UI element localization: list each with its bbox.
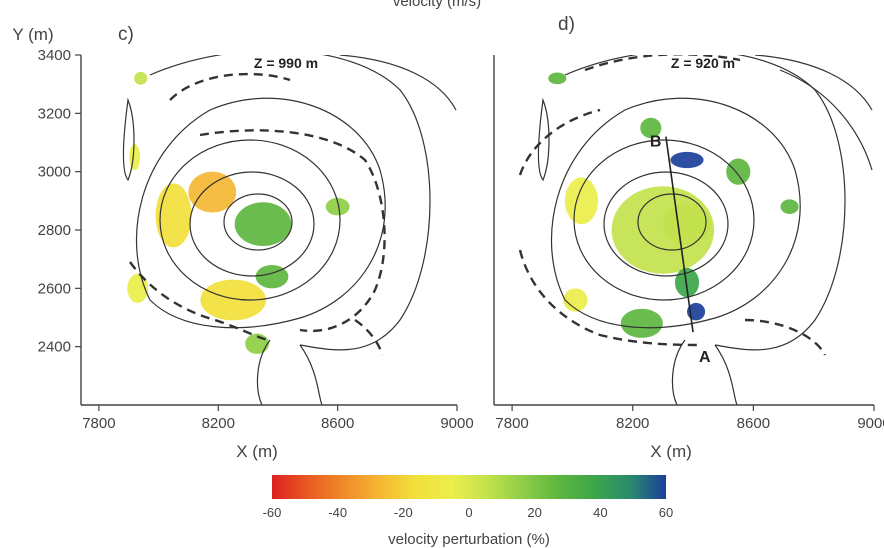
x-tick-label: 8200 xyxy=(616,415,649,432)
panel-d-ticks: 7800 8200 8600 9000 xyxy=(495,405,884,432)
velocity-anomaly xyxy=(134,71,148,85)
velocity-anomaly xyxy=(564,177,599,225)
dashed-contour xyxy=(518,108,601,176)
panel-d-axes xyxy=(493,55,874,406)
contour-line xyxy=(159,139,341,301)
panel-d-depth-label: Z = 920 m xyxy=(671,55,735,71)
colorbar-tick-label: 20 xyxy=(527,505,541,520)
panel-c-xlabel: X (m) xyxy=(236,442,278,461)
contour-line xyxy=(779,69,873,171)
colorbar-bar xyxy=(272,475,666,499)
contour-line xyxy=(299,344,323,405)
colorbar-ticks: -60 -40 -20 0 20 40 60 xyxy=(263,505,674,520)
panel-c-label: c) xyxy=(118,24,134,45)
velocity-anomaly xyxy=(234,202,292,247)
contour-line xyxy=(714,344,738,405)
panel-d-xlabel: X (m) xyxy=(650,442,692,461)
dashed-contour xyxy=(354,319,384,356)
x-tick-label: 9000 xyxy=(857,415,884,432)
contour-line xyxy=(256,339,271,405)
colorbar-tick-label: -20 xyxy=(394,505,413,520)
velocity-anomaly xyxy=(620,308,663,338)
contour-line xyxy=(573,139,755,301)
section-line-a-b xyxy=(665,136,694,333)
dashed-contour xyxy=(199,129,386,333)
dashed-contour xyxy=(584,55,741,72)
x-tick-label: 8600 xyxy=(737,415,770,432)
x-tick-label: 8200 xyxy=(202,415,235,432)
contour-line xyxy=(754,55,873,111)
dashed-contour xyxy=(169,72,291,101)
velocity-anomaly xyxy=(726,158,751,185)
velocity-anomaly xyxy=(670,151,704,169)
colorbar-tick-label: 0 xyxy=(465,505,472,520)
velocity-anomaly xyxy=(155,183,192,248)
velocity-anomaly xyxy=(674,267,700,298)
contour-line xyxy=(603,171,729,277)
velocity-anomaly xyxy=(200,279,267,321)
contour-line xyxy=(122,97,135,182)
x-tick-label: 7800 xyxy=(495,415,528,432)
velocity-anomaly xyxy=(325,197,350,216)
panel-c: 7800 8200 8600 9000 3400 3200 3000 2800 2600 2400… xyxy=(12,24,473,461)
contour-line xyxy=(339,55,457,111)
colorbar-label: velocity perturbation (%) xyxy=(388,531,550,548)
contour-line xyxy=(550,97,801,329)
panel-c-depth-label: Z = 990 m xyxy=(254,55,318,71)
x-tick-label: 9000 xyxy=(440,415,473,432)
top-caption: velocity (m/s) xyxy=(393,0,481,10)
panel-d-contours xyxy=(518,55,873,405)
y-tick-label: 2600 xyxy=(38,280,71,297)
y-tick-label: 3400 xyxy=(38,47,71,64)
panel-c-ticks: 7800 8200 8600 9000 3400 3200 3000 2800 2600 2400 xyxy=(38,47,474,432)
contour-line xyxy=(189,171,315,277)
y-tick-label: 2400 xyxy=(38,339,71,356)
velocity-anomaly xyxy=(662,203,712,245)
velocity-anomaly xyxy=(640,117,662,139)
velocity-anomaly xyxy=(548,72,567,85)
colorbar-tick-label: 40 xyxy=(593,505,607,520)
section-point-a: A xyxy=(699,349,711,366)
velocity-anomaly xyxy=(780,199,799,214)
contour-line xyxy=(223,193,293,251)
contour-line xyxy=(564,55,846,351)
contour-line xyxy=(135,97,386,329)
panel-c-ylabel: Y (m) xyxy=(12,25,53,44)
panel-d-heatmap xyxy=(548,72,799,338)
y-tick-label: 3200 xyxy=(38,105,71,122)
colorbar-tick-label: -40 xyxy=(328,505,347,520)
colorbar-tick-label: 60 xyxy=(659,505,673,520)
contour-line xyxy=(149,55,431,351)
y-tick-label: 3000 xyxy=(38,164,71,181)
dashed-contour xyxy=(518,249,701,347)
x-tick-label: 7800 xyxy=(82,415,115,432)
velocity-anomaly xyxy=(188,171,237,213)
velocity-anomaly xyxy=(129,143,141,171)
y-tick-label: 2800 xyxy=(38,222,71,239)
contour-line xyxy=(537,97,550,182)
contour-line xyxy=(637,193,707,251)
panel-d-label: d) xyxy=(558,14,575,35)
dashed-contour xyxy=(744,318,827,356)
section-point-b: B xyxy=(650,134,662,151)
panel-c-contours xyxy=(122,55,457,405)
velocity-anomaly xyxy=(563,288,588,312)
panel-d: A B 7800 8200 8600 9000 d) Z = 920 m X (m) xyxy=(493,14,884,461)
contour-line xyxy=(671,339,686,405)
x-tick-label: 8600 xyxy=(321,415,354,432)
colorbar-tick-label: -60 xyxy=(263,505,282,520)
colorbar: -60 -40 -20 0 20 40 60 velocity perturbation (… xyxy=(263,475,674,548)
dashed-contour xyxy=(129,261,271,342)
